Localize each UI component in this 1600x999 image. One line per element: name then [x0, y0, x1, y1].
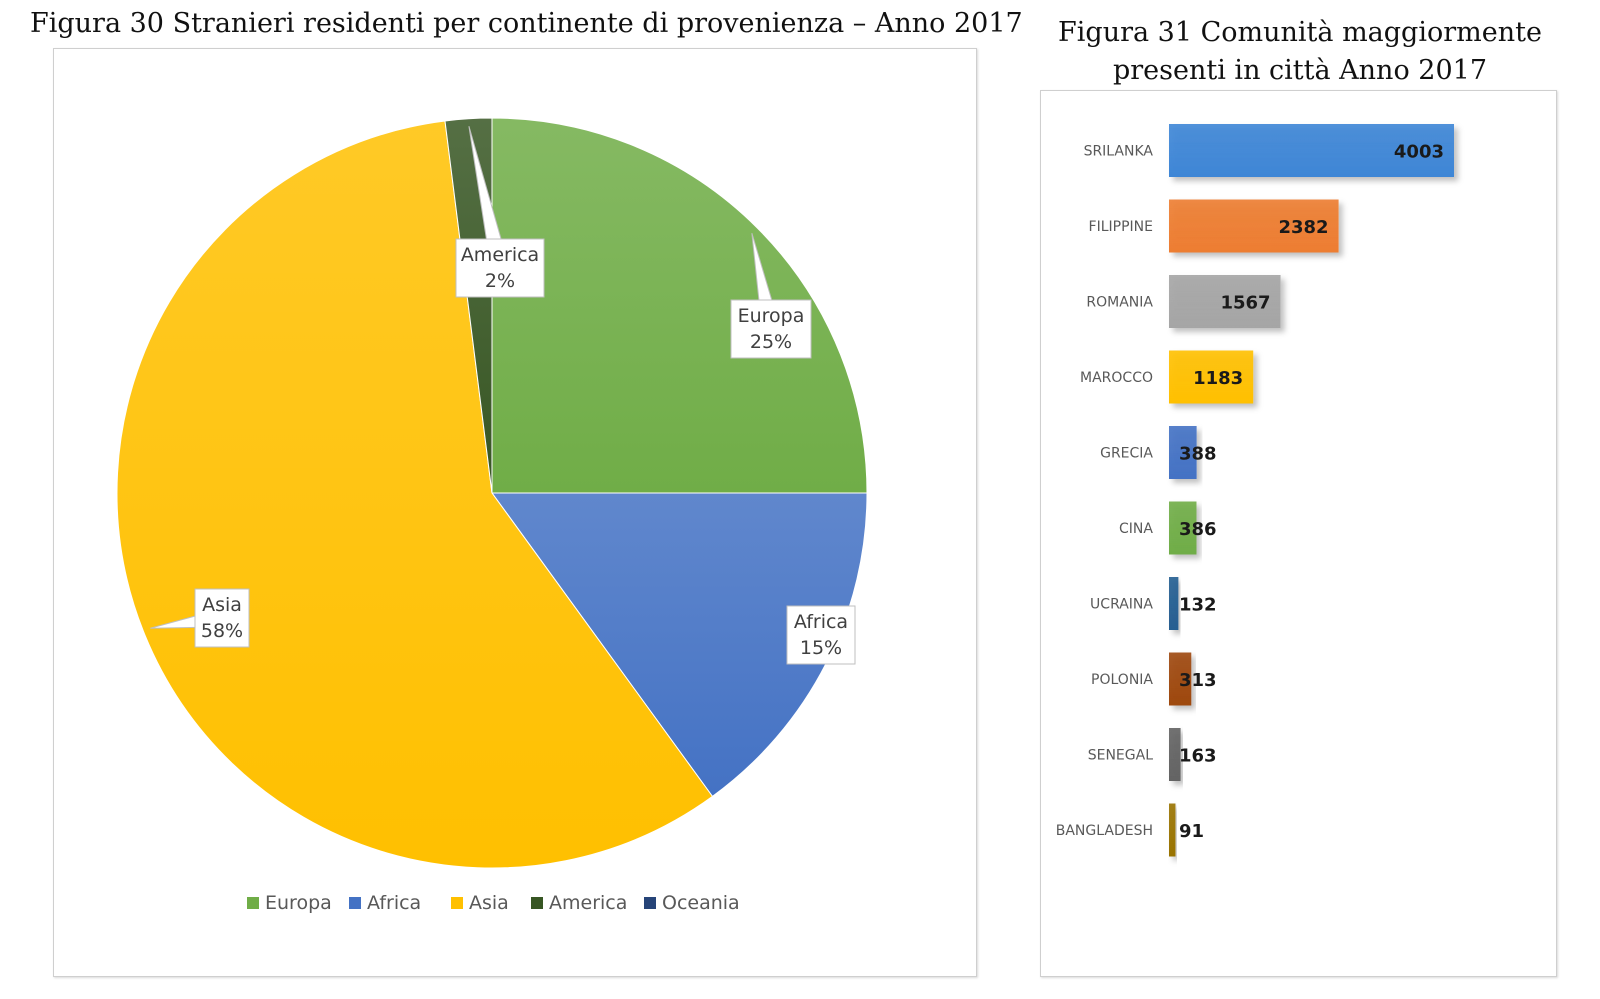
legend-label: America: [549, 892, 627, 914]
bar-marks: SRILANKA 4003 FILIPPINE 2382 ROMANIA 1567 MARO…: [1056, 124, 1454, 857]
category-label: POLONIA: [1091, 672, 1153, 688]
pie-slice-europa: [491, 117, 868, 494]
data-label-percent: 58%: [201, 620, 243, 642]
bar-row-srilanka: SRILANKA 4003: [1084, 124, 1454, 177]
bar-polonia: [1169, 652, 1192, 706]
legend-item-europa: Europa: [247, 892, 332, 914]
legend-label: Oceania: [662, 892, 740, 914]
data-label-asia: Asia 58%: [150, 588, 250, 648]
bar-row-grecia: GRECIA 388: [1100, 426, 1217, 479]
pie-chart-panel: Europa 25% Africa 15% Asia 58% America 2% Europ…: [53, 48, 977, 977]
bar-row-senegal: SENEGAL 163: [1088, 728, 1217, 781]
bar-filippine: [1169, 199, 1339, 253]
data-label-america: America 2%: [455, 126, 545, 298]
bar-ucraina: [1169, 577, 1179, 630]
data-label-percent: 2%: [485, 270, 515, 292]
pie-slice-asia: [116, 120, 714, 869]
data-label-name: Asia: [202, 594, 242, 616]
value-label: 1567: [1220, 293, 1270, 314]
value-label: 163: [1179, 746, 1217, 767]
value-label: 91: [1179, 821, 1204, 842]
value-label: 2382: [1278, 217, 1328, 238]
legend-item-oceania: Oceania: [644, 892, 740, 914]
data-label-percent: 25%: [750, 331, 792, 353]
data-label-europa: Europa 25%: [730, 232, 812, 359]
legend-swatch: [531, 897, 543, 909]
bar-row-marocco: MAROCCO 1183: [1080, 350, 1254, 404]
value-label: 386: [1179, 519, 1217, 540]
value-label: 388: [1179, 444, 1217, 465]
bar-chart-title: Figura 31 Comunità maggiormente presenti…: [1058, 17, 1542, 86]
bar-row-polonia: POLONIA 313: [1091, 652, 1217, 706]
bar-row-filippine: FILIPPINE 2382: [1089, 199, 1339, 253]
pie-chart-title: Figura 30 Stranieri residenti per contin…: [30, 8, 1023, 39]
data-label-africa: Africa 15%: [786, 605, 856, 665]
category-label: ROMANIA: [1086, 295, 1153, 311]
pie-data-labels: Europa 25% Africa 15% Asia 58% America 2%: [150, 126, 856, 665]
bar-row-bangladesh: BANGLADESH 91: [1056, 803, 1204, 857]
value-label: 1183: [1193, 368, 1243, 389]
category-label: UCRAINA: [1090, 597, 1153, 613]
bar-marocco: [1169, 350, 1254, 404]
category-label: SENEGAL: [1088, 748, 1153, 764]
category-label: GRECIA: [1100, 446, 1153, 462]
legend-swatch: [247, 897, 259, 909]
category-label: BANGLADESH: [1056, 823, 1153, 839]
category-label: CINA: [1119, 521, 1153, 537]
bar-senegal: [1169, 728, 1181, 781]
legend-label: Asia: [469, 892, 509, 914]
data-label-percent: 15%: [800, 637, 842, 659]
legend-swatch: [644, 897, 656, 909]
pie-chart: Europa 25% Africa 15% Asia 58% America 2% Europ…: [116, 117, 868, 914]
bar-cina: [1169, 501, 1197, 555]
data-label-name: America: [461, 244, 539, 266]
legend-swatch: [451, 897, 463, 909]
bar-romania: [1169, 275, 1281, 328]
bar-row-cina: CINA 386: [1119, 501, 1217, 555]
data-label-name: Europa: [738, 305, 805, 327]
legend-item-africa: Africa: [349, 892, 421, 914]
category-label: SRILANKA: [1084, 144, 1154, 160]
legend-item-asia: Asia: [451, 892, 509, 914]
legend-label: Europa: [265, 892, 332, 914]
bar-grecia: [1169, 426, 1197, 479]
bar-bangladesh: [1169, 803, 1176, 857]
bar-chart-panel: SRILANKA 4003 FILIPPINE 2382 ROMANIA 1567 MARO…: [1040, 90, 1557, 977]
pie-slice-america: [444, 117, 493, 494]
value-label: 313: [1179, 670, 1217, 691]
legend-swatch: [349, 897, 361, 909]
legend-label: Africa: [367, 892, 421, 914]
bar-row-romania: ROMANIA 1567: [1086, 275, 1281, 328]
category-label: FILIPPINE: [1089, 219, 1153, 235]
value-label: 4003: [1394, 142, 1444, 163]
category-label: MAROCCO: [1080, 370, 1153, 386]
bar-srilanka: [1169, 124, 1454, 177]
legend-item-america: America: [531, 892, 627, 914]
pie-slices: [116, 117, 868, 869]
data-label-name: Africa: [794, 611, 848, 633]
pie-legend: Europa Africa Asia America Oceania: [247, 892, 740, 914]
bar-row-ucraina: UCRAINA 132: [1090, 577, 1217, 630]
bar-chart: SRILANKA 4003 FILIPPINE 2382 ROMANIA 1567 MARO…: [1056, 124, 1454, 857]
value-label: 132: [1179, 595, 1217, 616]
